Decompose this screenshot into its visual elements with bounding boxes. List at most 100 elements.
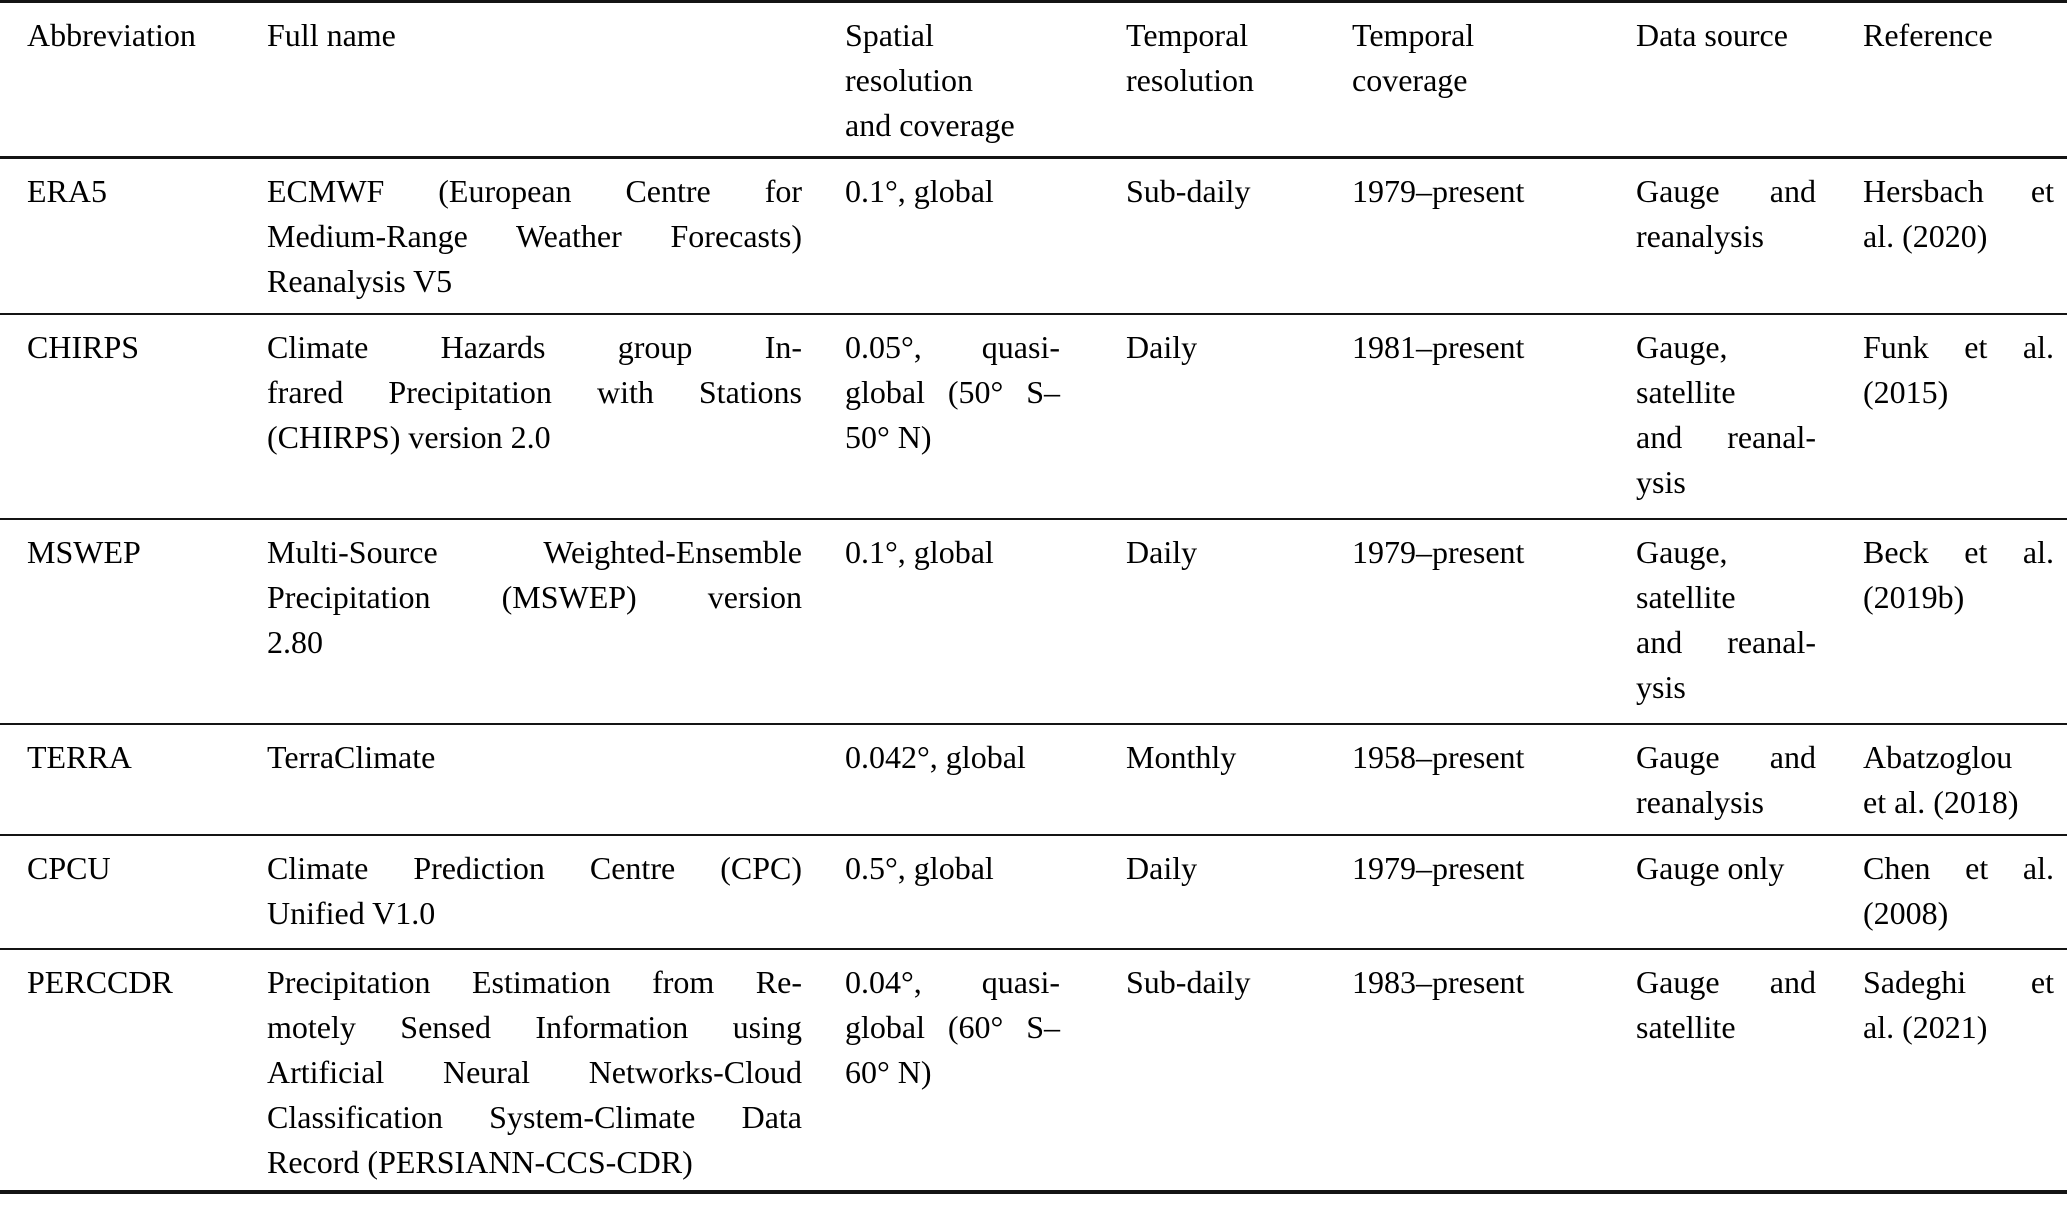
cell-line: Monthly <box>1126 738 1237 775</box>
table-cell: 1958–present <box>1352 724 1636 835</box>
table-cell: Gauge, satellite and reanal-ysis <box>1636 519 1863 724</box>
cell-line: and reanal- <box>1636 623 1816 660</box>
cell-line: Reference <box>1863 17 1993 53</box>
cell-line: 0.1°, global <box>845 533 994 570</box>
cell-line: Reanalysis V5 <box>267 263 453 299</box>
cell-line: Chen et al. <box>1863 849 2054 886</box>
cell-line: resolution <box>845 62 973 98</box>
table-cell: Climate Hazards group In-frared Precipit… <box>267 314 845 519</box>
cell-line: 50° N) <box>845 418 932 455</box>
table-body: ERA5 ECMWF (European Centre for Medium-Ran… <box>0 158 2067 1192</box>
cell-line: 1983–present <box>1352 963 1525 1000</box>
table-row: TERRA TerraClimate 0.042°, global Monthly 19… <box>0 723 2067 835</box>
cell-line: reanalysis <box>1636 218 1764 254</box>
table-header: Abbreviation Full name Spatial resolution an… <box>0 1 2067 158</box>
cell-line: CHIRPS <box>27 328 140 365</box>
cell-line: PERCCDR <box>27 963 173 1000</box>
cell-line: Sub-daily <box>1126 173 1251 209</box>
table-cell: Sub-daily <box>1126 949 1352 1192</box>
cell-line: Multi-Source Weighted-Ensemble <box>267 533 802 570</box>
table-cell: 0.042°, global <box>845 724 1126 835</box>
table-cell: Monthly <box>1126 724 1352 835</box>
cell-line: reanalysis <box>1636 783 1764 820</box>
table-cell: Climate Prediction Centre (CPC) Unified V… <box>267 835 845 949</box>
table-cell: Daily <box>1126 835 1352 949</box>
column-header: Reference <box>1863 2 2067 158</box>
cell-line: Medium-Range Weather Forecasts) <box>267 218 802 254</box>
cell-line: ECMWF (European Centre for <box>267 173 802 209</box>
cell-line: 1958–present <box>1352 738 1525 775</box>
cell-line: Artificial Neural Networks-Cloud <box>267 1053 802 1090</box>
cell-line: TERRA <box>27 738 132 775</box>
table-cell: Gauge only <box>1636 835 1863 949</box>
table-cell: Gauge and satellite <box>1636 949 1863 1192</box>
cell-line: ysis <box>1636 668 1686 705</box>
column-header: Abbreviation <box>0 2 267 158</box>
column-header: Data source <box>1636 2 1863 158</box>
cell-line: Precipitation Estimation from Re- <box>267 963 802 1000</box>
cell-line: Daily <box>1126 849 1198 886</box>
cell-line: Funk et al. <box>1863 328 2054 365</box>
column-header: Spatial resolution and coverage <box>845 2 1126 158</box>
cell-line: Unified V1.0 <box>267 894 436 931</box>
cell-line: al. (2020) <box>1863 218 1988 254</box>
table-row: ERA5 ECMWF (European Centre for Medium-Ran… <box>0 158 2067 314</box>
cell-line: 0.05°, quasi- <box>845 328 1060 365</box>
table-row: MSWEP Multi-Source Weighted-Ensemble Preci… <box>0 518 2067 724</box>
cell-line: and coverage <box>845 107 1015 143</box>
cell-line: (2019b) <box>1863 578 1965 615</box>
cell-line: 1979–present <box>1352 849 1525 886</box>
cell-line: satellite <box>1636 1008 1736 1045</box>
cell-line: Climate Prediction Centre (CPC) <box>267 849 802 886</box>
cell-line: Climate Hazards group In- <box>267 328 802 365</box>
table-cell: ECMWF (European Centre for Medium-Range W… <box>267 158 845 314</box>
table-cell: TerraClimate <box>267 724 845 835</box>
table-cell: 1979–present <box>1352 158 1636 314</box>
cell-line: 1979–present <box>1352 173 1525 209</box>
cell-line: ysis <box>1636 463 1686 500</box>
cell-line: Beck et al. <box>1863 533 2054 570</box>
table-cell: ERA5 <box>0 158 267 314</box>
cell-line: (2008) <box>1863 894 1949 931</box>
column-header: Temporal coverage <box>1352 2 1636 158</box>
cell-line: 60° N) <box>845 1053 932 1090</box>
cell-line: et al. (2018) <box>1863 783 2019 820</box>
cell-line: 0.04°, quasi- <box>845 963 1060 1000</box>
table-cell: Precipitation Estimation from Re-motely … <box>267 949 845 1192</box>
cell-line: 0.1°, global <box>845 173 994 209</box>
cell-line: TerraClimate <box>267 738 436 775</box>
cell-line: satellite <box>1636 578 1736 615</box>
table-cell: 1983–present <box>1352 949 1636 1192</box>
cell-line: Gauge and <box>1636 963 1816 1000</box>
cell-line: Daily <box>1126 328 1198 365</box>
cell-line: global (60° S– <box>845 1008 1060 1045</box>
cell-line: (2015) <box>1863 373 1949 410</box>
table-cell: 0.1°, global <box>845 519 1126 724</box>
cell-line: Data source <box>1636 17 1788 53</box>
table-cell: Gauge and reanalysis <box>1636 724 1863 835</box>
table-cell: Sadeghi et al. (2021) <box>1863 949 2067 1192</box>
table-cell: Daily <box>1126 314 1352 519</box>
cell-line: MSWEP <box>27 533 141 570</box>
cell-line: Sub-daily <box>1126 963 1251 1000</box>
table-cell: Beck et al. (2019b) <box>1863 519 2067 724</box>
cell-line: Hersbach et <box>1863 173 2054 209</box>
cell-line: 0.5°, global <box>845 849 994 886</box>
table-cell: 1979–present <box>1352 835 1636 949</box>
table-cell: 1981–present <box>1352 314 1636 519</box>
table-cell: Daily <box>1126 519 1352 724</box>
cell-line: Temporal <box>1126 17 1249 53</box>
table-cell: 0.1°, global <box>845 158 1126 314</box>
table-cell: TERRA <box>0 724 267 835</box>
table-cell: Abatzoglou et al. (2018) <box>1863 724 2067 835</box>
cell-line: (CHIRPS) version 2.0 <box>267 418 551 455</box>
cell-line: Abatzoglou <box>1863 738 2013 775</box>
cell-line: resolution <box>1126 62 1254 98</box>
cell-line: Precipitation (MSWEP) version <box>267 578 802 615</box>
cell-line: Temporal <box>1352 17 1475 53</box>
cell-line: al. (2021) <box>1863 1008 1988 1045</box>
table-cell: 1979–present <box>1352 519 1636 724</box>
cell-line: 0.042°, global <box>845 738 1026 775</box>
cell-line: satellite <box>1636 373 1736 410</box>
